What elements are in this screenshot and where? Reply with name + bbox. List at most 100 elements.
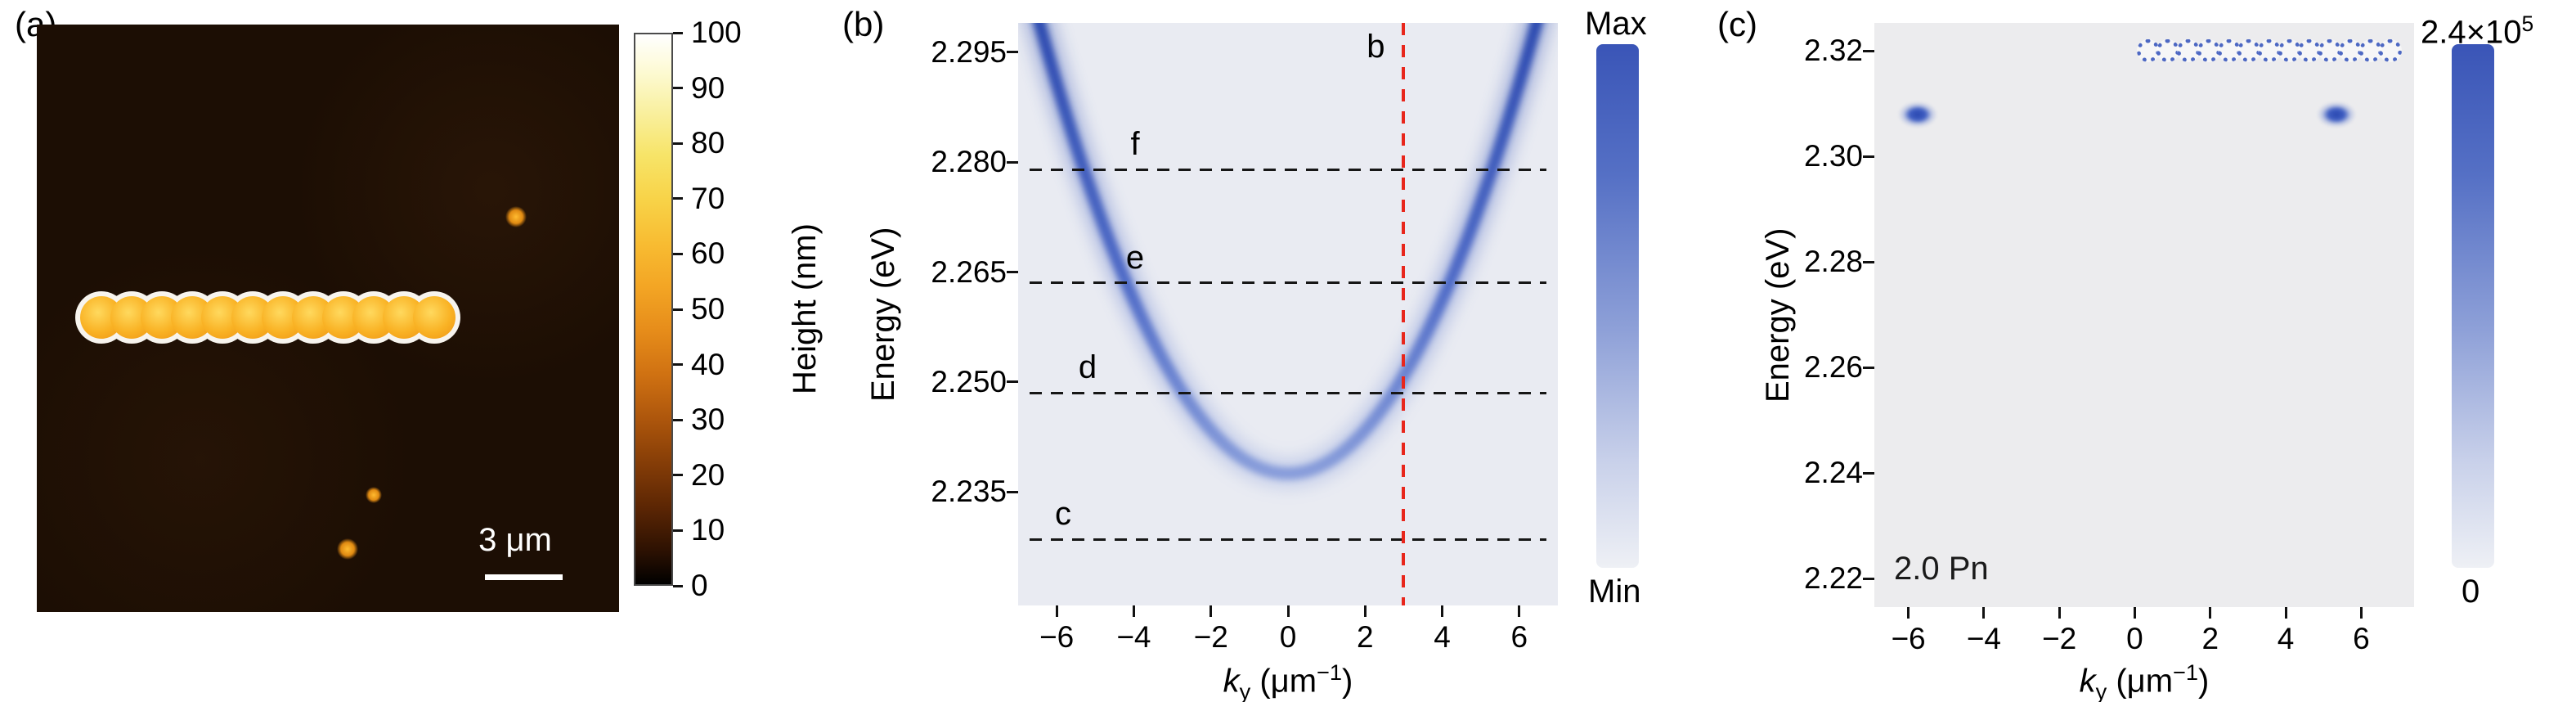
lasing-mode-ring bbox=[2136, 39, 2160, 63]
polariton-emission-spot bbox=[2317, 101, 2357, 128]
panel-c-x-tick-label: 0 bbox=[2126, 622, 2143, 655]
isolated-particle bbox=[366, 487, 383, 504]
max-count-base: 2.4×10 bbox=[2421, 14, 2522, 51]
panel-b-x-tick bbox=[1055, 605, 1058, 617]
pump-line-label: b bbox=[1367, 29, 1385, 65]
panel-c-x-tick bbox=[1982, 607, 1986, 619]
panel-c-x-tick-label: 6 bbox=[2353, 622, 2370, 655]
height-colorbar-tick bbox=[673, 529, 683, 532]
height-colorbar-tick-label: 10 bbox=[691, 513, 725, 547]
panel-b-y-tick-label: 2.265 bbox=[931, 254, 1007, 289]
panel-c-y-tick bbox=[1863, 49, 1874, 52]
panel-c-x-tick bbox=[2284, 607, 2287, 619]
panel-b-x-tick bbox=[1363, 605, 1367, 617]
panel-b-y-tick-label: 2.280 bbox=[931, 145, 1007, 179]
panel-b-colorbar-max-label: Max bbox=[1585, 6, 1647, 42]
panel-c-y-tick bbox=[1863, 577, 1874, 580]
cut-line-c bbox=[1030, 538, 1546, 541]
panel-b-dispersion-heatmap: c d e f b bbox=[1018, 23, 1558, 605]
isolated-particle bbox=[337, 538, 359, 560]
panel-b-x-tick bbox=[1518, 605, 1521, 617]
panel-c-y-axis-label: Energy (eV) bbox=[1760, 227, 1796, 403]
band-core bbox=[1033, 23, 1543, 480]
unit-open: (μm bbox=[1250, 663, 1317, 700]
pump-wavevector-line bbox=[1402, 23, 1406, 605]
panel-b-y-tick bbox=[1007, 160, 1018, 164]
panel-c-x-tick-label: 4 bbox=[2277, 622, 2295, 655]
panel-c-y-tick-label: 2.32 bbox=[1803, 34, 1863, 68]
panel-b-label: (b) bbox=[842, 5, 885, 43]
height-colorbar-tick-label: 40 bbox=[691, 347, 725, 381]
panel-c-x-tick-label: −2 bbox=[2042, 622, 2077, 655]
height-colorbar-tick bbox=[673, 363, 683, 367]
cut-line-label-e: e bbox=[1125, 239, 1145, 276]
lasing-mode-ring bbox=[2177, 39, 2201, 63]
unit-close: ) bbox=[2198, 663, 2210, 700]
scale-bar-label: 3 μm bbox=[478, 522, 552, 558]
height-colorbar-tick-label: 70 bbox=[691, 181, 725, 215]
cut-line-e bbox=[1030, 281, 1546, 285]
panel-b-y-tick bbox=[1007, 271, 1018, 273]
height-colorbar-tick-label: 0 bbox=[691, 569, 708, 602]
lasing-mode-ring bbox=[2379, 39, 2403, 63]
panel-c-lasing-heatmap: 2.0 Pn bbox=[1874, 23, 2414, 607]
panel-b-x-tick bbox=[1441, 605, 1444, 617]
lasing-mode-ring bbox=[2197, 39, 2220, 63]
panel-c-x-tick-label: −6 bbox=[1891, 622, 1926, 655]
panel-b-y-tick-label: 2.250 bbox=[931, 364, 1007, 398]
unit-open: (μm bbox=[2107, 663, 2174, 700]
panel-c-y-tick-label: 2.28 bbox=[1803, 245, 1863, 279]
k-subscript: y bbox=[2095, 678, 2107, 702]
height-colorbar-tick bbox=[673, 87, 683, 90]
panel-c-y-tick bbox=[1863, 471, 1874, 475]
height-colorbar-tick bbox=[673, 418, 683, 421]
height-colorbar-tick-label: 20 bbox=[691, 457, 725, 492]
panel-b-x-tick bbox=[1132, 605, 1135, 617]
panel-c-y-tick-label: 2.24 bbox=[1803, 456, 1863, 490]
unit-exponent: −1 bbox=[1317, 659, 1343, 685]
panel-b-colorbar-min-label: Min bbox=[1588, 574, 1641, 610]
cut-line-label-c: c bbox=[1055, 496, 1071, 533]
panel-c-x-tick bbox=[2209, 607, 2212, 619]
polariton-emission-spot bbox=[1898, 101, 1938, 128]
panel-b-x-tick-label: 6 bbox=[1510, 620, 1528, 654]
panel-b-y-tick-label: 2.295 bbox=[931, 34, 1007, 69]
height-colorbar-tick-label: 90 bbox=[691, 70, 725, 105]
cut-line-f bbox=[1030, 168, 1546, 171]
panel-b-x-tick-label: −6 bbox=[1039, 620, 1075, 654]
afm-image: 3 μm bbox=[37, 25, 619, 612]
panel-c-colorbar-min-label: 0 bbox=[2462, 574, 2480, 610]
panel-b-colorbar bbox=[1596, 44, 1639, 568]
unit-close: ) bbox=[1342, 663, 1353, 700]
cut-line-label-f: f bbox=[1130, 126, 1140, 163]
band-glow bbox=[1025, 23, 1551, 488]
lasing-mode-ring bbox=[2318, 39, 2342, 63]
scale-bar bbox=[485, 574, 563, 580]
panel-c-x-tick-label: −4 bbox=[1966, 622, 2001, 655]
pump-power-annotation: 2.0 Pn bbox=[1894, 551, 1989, 587]
panel-b-y-tick-label: 2.235 bbox=[931, 475, 1007, 509]
height-colorbar-tick bbox=[673, 197, 683, 200]
panel-b-x-tick bbox=[1209, 605, 1213, 617]
height-colorbar-tick bbox=[673, 31, 683, 34]
lasing-mode-ring bbox=[2258, 39, 2281, 63]
height-colorbar-label: Height (nm) bbox=[787, 223, 823, 395]
polariton-band-curve bbox=[1025, 23, 1551, 488]
isolated-particle bbox=[505, 205, 527, 227]
panel-c-y-tick-label: 2.22 bbox=[1803, 561, 1863, 596]
max-count-exponent: 5 bbox=[2521, 11, 2534, 36]
panel-b-y-tick bbox=[1007, 490, 1018, 493]
height-colorbar bbox=[634, 33, 673, 586]
k-subscript: y bbox=[1239, 678, 1251, 702]
panel-c-y-tick-label: 2.30 bbox=[1803, 139, 1863, 173]
height-colorbar-tick-label: 60 bbox=[691, 236, 725, 271]
panel-c-label: (c) bbox=[1717, 5, 1757, 43]
height-colorbar-tick bbox=[673, 252, 683, 255]
unit-exponent: −1 bbox=[2173, 659, 2199, 685]
panel-b-x-tick-label: 0 bbox=[1279, 620, 1297, 654]
panel-c-x-tick bbox=[2133, 607, 2136, 619]
height-colorbar-tick bbox=[673, 584, 683, 587]
panel-b-y-tick bbox=[1007, 380, 1018, 384]
height-colorbar-tick bbox=[673, 308, 683, 311]
panel-b-x-tick-label: −2 bbox=[1193, 620, 1228, 654]
